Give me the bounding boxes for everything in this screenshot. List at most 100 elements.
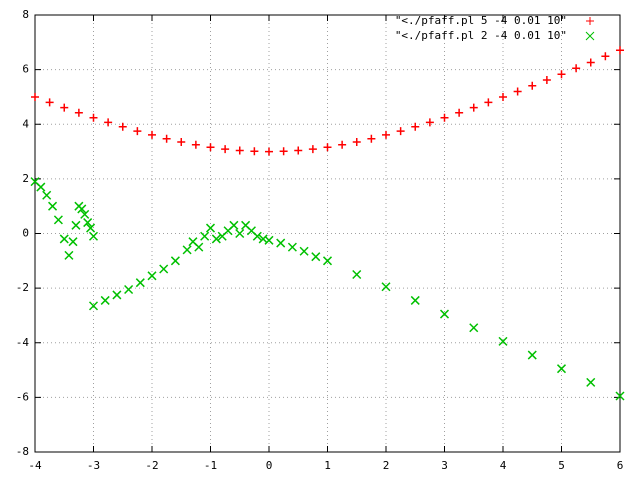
point: [265, 147, 273, 156]
point: [71, 220, 81, 230]
y-tick-label: 0: [22, 227, 29, 240]
point: [276, 238, 286, 248]
point: [100, 295, 110, 305]
point: [308, 145, 317, 154]
point: [221, 145, 230, 154]
point: [287, 242, 297, 252]
point: [367, 134, 376, 143]
point: [135, 278, 145, 288]
x-tick-label: -1: [204, 459, 217, 472]
point: [299, 246, 309, 256]
point: [200, 231, 210, 241]
point: [411, 122, 420, 131]
legend-marker: [585, 31, 595, 41]
x-tick-label: 5: [558, 459, 565, 472]
x-tick-label: 2: [383, 459, 390, 472]
point: [206, 143, 215, 152]
y-tick-label: 8: [22, 8, 29, 21]
point: [88, 301, 99, 311]
point: [42, 190, 52, 200]
point: [616, 46, 624, 55]
point: [205, 223, 216, 233]
point: [410, 295, 420, 305]
point: [60, 103, 69, 112]
point: [89, 113, 98, 122]
y-tick-label: 2: [22, 172, 29, 185]
point: [499, 92, 507, 101]
point: [542, 76, 551, 85]
point: [396, 127, 405, 136]
x-tick-label: -4: [28, 459, 42, 472]
point: [211, 234, 221, 244]
y-tick-label: -2: [16, 281, 29, 294]
x-tick-label: -2: [145, 459, 158, 472]
point: [323, 143, 332, 152]
point: [279, 147, 288, 156]
point: [264, 235, 274, 245]
point: [53, 215, 63, 225]
x-tick-label: 4: [500, 459, 507, 472]
point: [556, 364, 567, 374]
point: [252, 231, 262, 241]
point: [338, 140, 347, 149]
point: [294, 146, 303, 155]
point: [484, 98, 493, 107]
plot-frame: [34, 14, 621, 453]
point: [601, 52, 610, 61]
point: [182, 245, 192, 255]
point: [64, 250, 74, 260]
point: [352, 138, 361, 147]
point: [439, 309, 450, 319]
point: [118, 122, 127, 131]
point: [88, 231, 99, 241]
point: [177, 138, 186, 147]
point: [124, 284, 134, 295]
point: [528, 81, 537, 90]
point: [159, 264, 169, 274]
point: [170, 256, 180, 266]
point: [147, 271, 157, 281]
point: [48, 201, 58, 211]
point: [74, 108, 83, 117]
point: [80, 209, 90, 219]
x-tick-label: 1: [324, 459, 331, 472]
x-tick-label: 3: [441, 459, 448, 472]
legend-marker: [586, 17, 594, 25]
point: [235, 228, 245, 239]
point: [250, 147, 259, 156]
x-tick-label: 0: [266, 459, 273, 472]
point: [382, 130, 390, 139]
point: [322, 256, 333, 266]
point: [557, 70, 566, 79]
point: [86, 223, 96, 233]
legend-label: "<./pfaff.pl 5 -4 0.01 10": [395, 14, 567, 27]
point: [36, 182, 46, 192]
point: [469, 103, 478, 112]
point: [68, 237, 78, 247]
point: [586, 377, 596, 387]
point: [455, 108, 464, 117]
point: [381, 282, 391, 292]
point: [352, 269, 362, 279]
point: [311, 252, 321, 262]
point: [235, 146, 244, 155]
point: [469, 323, 479, 333]
point: [194, 242, 204, 252]
y-tick-label: 4: [22, 117, 29, 130]
point: [229, 220, 239, 230]
point: [527, 350, 537, 360]
legend-label: "<./pfaff.pl 2 -4 0.01 10": [395, 29, 567, 42]
point: [498, 336, 508, 346]
point: [191, 140, 200, 149]
y-tick-label: -4: [16, 336, 30, 349]
x-tick-label: 6: [617, 459, 624, 472]
point: [59, 234, 69, 244]
point: [104, 118, 113, 127]
point: [112, 290, 122, 300]
point: [77, 204, 87, 214]
point: [133, 127, 142, 136]
point: [83, 218, 93, 228]
point: [440, 113, 449, 122]
point: [513, 87, 522, 96]
